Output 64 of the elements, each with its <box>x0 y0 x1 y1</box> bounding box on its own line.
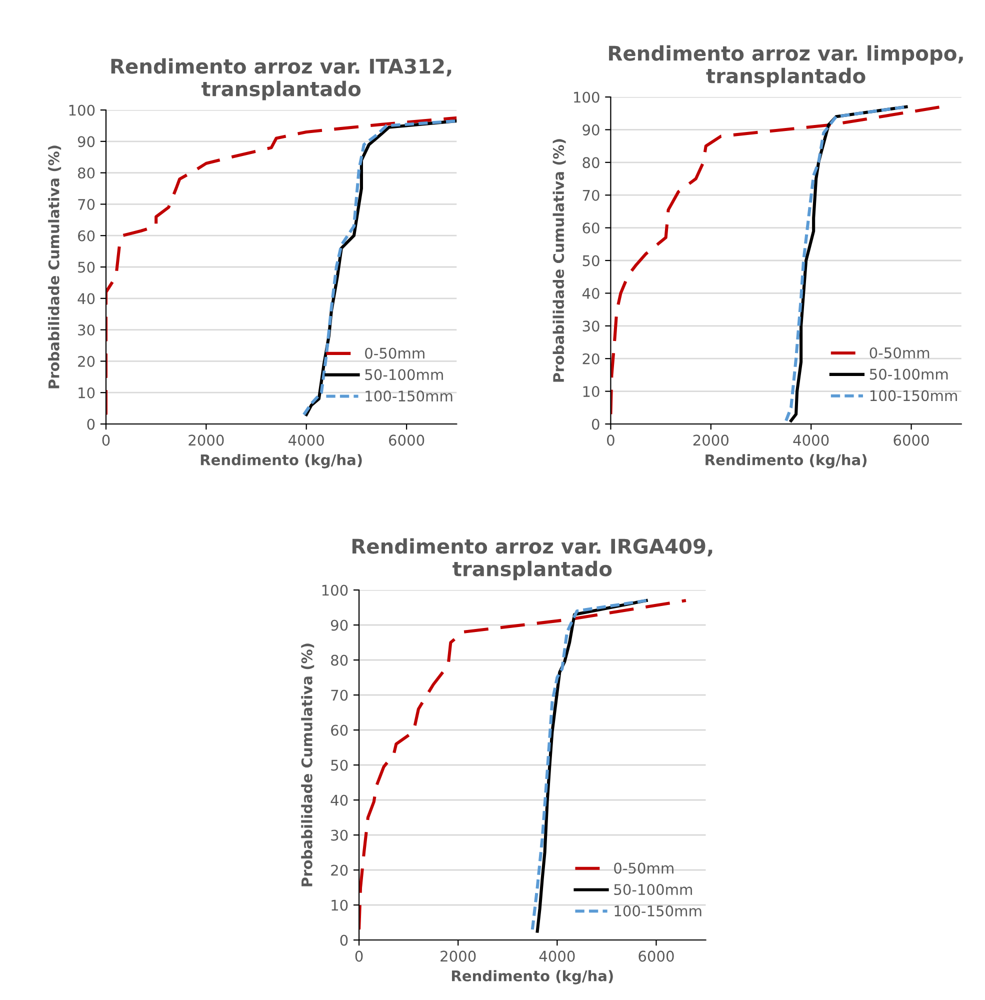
x-tick-label: 2000 <box>188 434 224 446</box>
y-tick-label: 20 <box>331 864 348 876</box>
y-tick-label: 0 <box>592 418 600 430</box>
legend-label: 0-50mm <box>614 862 674 874</box>
y-tick-label: 0 <box>340 934 348 946</box>
x-tick-label: 4000 <box>793 434 829 446</box>
y-tick-label: 70 <box>331 690 348 701</box>
y-tick-label: 90 <box>582 124 600 136</box>
legend-label: 0-50mm <box>365 348 424 359</box>
y-tick-label: 80 <box>78 168 95 179</box>
y-tick-label: 40 <box>582 288 600 299</box>
y-tick-label: 20 <box>78 356 95 367</box>
chart-title: Rendimento arroz var. IRGA409, transplantado <box>352 538 712 580</box>
legend-label: 100-150mm <box>870 390 957 402</box>
y-tick-label: 40 <box>78 293 95 304</box>
y-tick-label: 30 <box>331 830 348 841</box>
x-tick-label: 6000 <box>894 434 929 446</box>
y-axis-title: Probabilidade Cumulativa (%) <box>552 139 566 382</box>
x-tick-label: 4000 <box>539 950 575 962</box>
y-tick-label: 0 <box>87 418 95 430</box>
y-tick-label: 70 <box>78 198 95 210</box>
y-tick-label: 80 <box>582 157 600 168</box>
x-axis-title: Rendimento (kg/ha) <box>452 970 613 984</box>
y-tick-label: 60 <box>331 724 348 736</box>
y-tick-label: 50 <box>331 760 348 771</box>
line-series <box>106 116 457 416</box>
y-tick-label: 60 <box>582 222 600 234</box>
x-tick-label: 2000 <box>440 950 476 962</box>
y-tick-label: 100 <box>574 92 600 103</box>
y-tick-label: 20 <box>582 353 600 364</box>
legend-label: 50-100mm <box>365 369 443 380</box>
x-axis-title: Rendimento (kg/ha) <box>706 454 867 468</box>
y-tick-label: 30 <box>78 324 95 336</box>
x-tick-label: 4000 <box>288 434 324 446</box>
y-axis-title: Probabilidade Cumulativa (%) <box>48 146 62 388</box>
legend-label: 0-50mm <box>870 347 930 358</box>
y-tick-label: 60 <box>78 230 95 242</box>
x-tick-label: 0 <box>607 434 614 446</box>
x-tick-label: 2000 <box>693 434 728 446</box>
y-tick-label: 30 <box>582 320 600 332</box>
chart-title: Rendimento arroz var. ITA312, transplantado <box>111 58 452 100</box>
legend-label: 50-100mm <box>614 884 692 896</box>
x-tick-label: 6000 <box>389 434 424 446</box>
y-tick-label: 70 <box>582 190 600 201</box>
x-tick-label: 0 <box>355 950 363 962</box>
y-tick-label: 90 <box>78 136 95 148</box>
legend-label: 50-100mm <box>870 368 948 380</box>
y-tick-label: 50 <box>78 262 95 273</box>
y-tick-label: 40 <box>330 794 348 806</box>
y-tick-label: 10 <box>583 386 600 398</box>
y-tick-label: 50 <box>582 255 600 266</box>
y-tick-label: 10 <box>332 900 348 911</box>
y-tick-label: 80 <box>331 654 348 666</box>
y-axis-title: Probabilidade Cumulativa (%) <box>301 644 314 886</box>
y-tick-label: 90 <box>330 620 348 631</box>
legend-label: 100-150mm <box>366 390 452 402</box>
y-tick-label: 10 <box>78 387 95 398</box>
chart-title: Rendimento arroz var. limpopo, transplantado <box>609 45 963 88</box>
y-tick-label: 100 <box>322 584 348 596</box>
x-tick-label: 0 <box>102 434 110 446</box>
y-tick-label: 100 <box>69 104 95 116</box>
x-axis-title: Rendimento (kg/ha) <box>200 454 362 468</box>
legend-label: 100-150mm <box>614 905 702 916</box>
x-tick-label: 6000 <box>638 950 674 962</box>
